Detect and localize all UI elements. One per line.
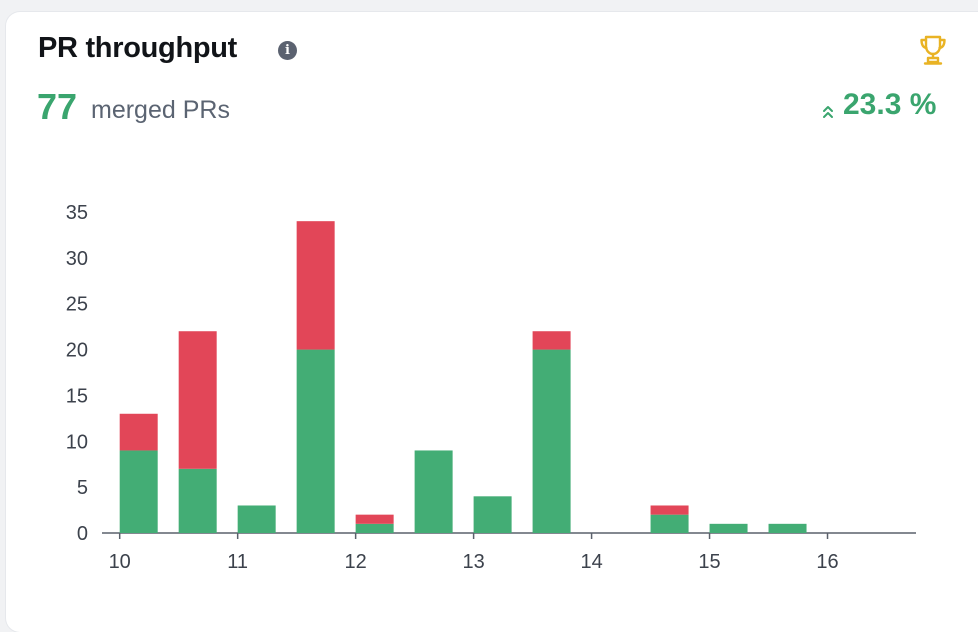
trend-value: 23.3 % bbox=[843, 88, 937, 121]
y-tick-label: 25 bbox=[66, 294, 88, 316]
bar-merged bbox=[237, 505, 276, 533]
y-tick-label: 20 bbox=[66, 340, 88, 362]
bar-merged bbox=[355, 523, 394, 533]
x-tick-label: 11 bbox=[227, 551, 248, 573]
bar-merged bbox=[532, 349, 571, 533]
x-tick-label: 16 bbox=[816, 551, 838, 573]
x-tick-label: 14 bbox=[580, 551, 602, 573]
y-tick-label: 15 bbox=[66, 385, 88, 407]
bar-merged bbox=[119, 450, 158, 533]
x-tick-label: 10 bbox=[109, 551, 131, 573]
bar-merged bbox=[768, 523, 807, 533]
y-tick-label: 30 bbox=[66, 248, 88, 270]
info-icon[interactable]: i bbox=[278, 41, 297, 60]
bar-closed bbox=[532, 331, 571, 350]
bar-closed bbox=[119, 413, 158, 451]
y-tick-label: 0 bbox=[77, 523, 88, 545]
trophy-icon[interactable] bbox=[918, 34, 948, 66]
x-tick-label: 13 bbox=[462, 551, 484, 573]
x-tick-label: 12 bbox=[345, 551, 367, 573]
y-tick-label: 35 bbox=[66, 202, 88, 224]
card-title: PR throughput bbox=[38, 32, 238, 64]
bar-closed bbox=[650, 505, 689, 515]
bar-closed bbox=[296, 221, 335, 350]
x-tick-label: 15 bbox=[698, 551, 720, 573]
bar-merged bbox=[414, 450, 453, 533]
double-chevron-up-icon bbox=[823, 106, 833, 118]
bar-closed bbox=[355, 514, 394, 524]
bar-merged bbox=[473, 496, 512, 533]
merged-label: merged PRs bbox=[91, 96, 230, 124]
y-tick-label: 10 bbox=[66, 431, 88, 453]
bar-merged bbox=[296, 349, 335, 533]
bar-merged bbox=[709, 523, 748, 533]
bar-merged bbox=[650, 514, 689, 533]
bar-closed bbox=[178, 331, 217, 469]
bar-merged bbox=[178, 468, 217, 533]
y-tick-label: 5 bbox=[77, 477, 88, 499]
merged-count: 77 bbox=[37, 86, 78, 127]
pr-throughput-chart: 0 5 10 15 20 25 30 35 10 11 12 13 14 15 16 bbox=[66, 202, 916, 573]
